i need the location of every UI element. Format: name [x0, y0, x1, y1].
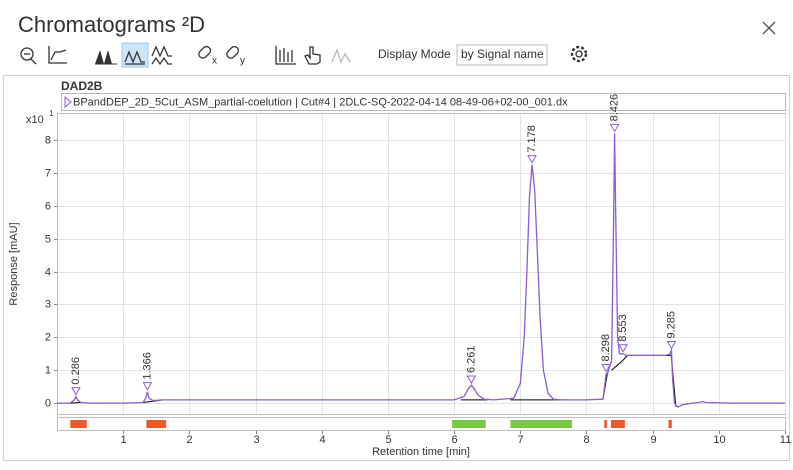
y-multiplier: x10 [26, 114, 44, 126]
svg-text:y: y [240, 56, 245, 67]
panel-title: DAD2B [61, 79, 103, 93]
y-multiplier-exponent: 1 [49, 109, 54, 118]
x-tick-label: 4 [319, 434, 325, 446]
y-tick-label: 3 [45, 298, 51, 310]
fraction-bar [604, 420, 607, 428]
peak-button [331, 48, 351, 64]
settings-button[interactable] [570, 45, 588, 63]
y-tick-label: 0 [45, 397, 51, 409]
y-tick-label: 6 [45, 200, 51, 212]
legend-entry: BPandDEP_2D_5Cut_ASM_partial-coelution |… [73, 96, 568, 108]
pointer-button[interactable] [304, 46, 321, 65]
svg-text:x: x [212, 56, 217, 67]
x-tick-label: 11 [780, 434, 791, 446]
split-button[interactable] [151, 45, 172, 66]
peak-marker [71, 387, 81, 396]
x-axis-label: Retention time [min] [372, 446, 470, 458]
x-tick-label: 2 [186, 434, 192, 446]
overlay-button[interactable] [95, 50, 117, 65]
peak-marker [466, 375, 477, 385]
y-tick-label: 2 [45, 331, 51, 343]
x-tick-label: 8 [583, 434, 589, 446]
peak-marker [609, 123, 620, 133]
fraction-bar [452, 420, 486, 428]
peak-label: 9.285 [665, 311, 677, 339]
plot-frame [57, 113, 786, 415]
peak-marker [666, 341, 677, 350]
fraction-bar [610, 420, 625, 428]
peak-marker [618, 344, 628, 353]
fraction-bar [70, 420, 87, 428]
display-mode-dropdown[interactable] [456, 44, 548, 66]
bars-button[interactable] [275, 46, 296, 65]
fraction-bar [510, 420, 572, 428]
zoom-out-button[interactable] [20, 47, 37, 65]
axis-button[interactable] [48, 46, 67, 64]
peak-marker [527, 155, 537, 164]
peak-marker [601, 364, 612, 373]
legend-symbol [64, 95, 72, 109]
x-tick-label: 6 [451, 434, 457, 446]
peak-label: 8.298 [600, 334, 612, 362]
window-title: Chromatograms ²D [18, 12, 205, 37]
display-mode-label: Display Mode [378, 47, 451, 61]
peak-label: 1.366 [141, 352, 153, 380]
y-tick-label: 1 [45, 364, 51, 376]
plot-area: 0 1 2 3 4 5 6 7 8 1 2 3 4 5 6 7 8 9 10 11 0.286 1.366 6.261 7.1… [45, 94, 791, 446]
peak-marker [142, 382, 153, 391]
link-y-button[interactable]: y [225, 45, 245, 67]
display-mode-value[interactable]: by Signal name [461, 47, 544, 61]
peak-label: 7.178 [526, 125, 538, 153]
x-tick-label: 9 [650, 434, 656, 446]
fraction-bar [668, 420, 672, 428]
stack-button[interactable] [124, 50, 145, 65]
legend-box [61, 93, 786, 111]
integration-baseline [611, 355, 628, 371]
x-tick-label: 1 [120, 434, 126, 446]
peak-label: 8.426 [609, 94, 621, 122]
close-button[interactable] [762, 21, 776, 35]
y-tick-label: 7 [45, 167, 51, 179]
peak-label: 8.553 [617, 314, 629, 342]
x-tick-label: 5 [385, 434, 391, 446]
fraction-bar [146, 420, 167, 428]
y-tick-label: 8 [45, 134, 51, 146]
x-tick-label: 3 [253, 434, 259, 446]
y-tick-label: 5 [45, 233, 51, 245]
peak-label: 0.286 [70, 357, 82, 385]
y-axis-label: Response [mAU] [8, 222, 20, 305]
x-tick-label: 10 [713, 434, 725, 446]
chart-panel [3, 75, 790, 461]
y-tick-label: 4 [45, 266, 51, 278]
fraction-strip [57, 417, 786, 431]
signal-line [57, 133, 785, 408]
x-tick-label: 7 [517, 434, 523, 446]
peak-label: 6.261 [465, 346, 477, 374]
integration-baseline [70, 402, 81, 404]
stack-button-active[interactable] [121, 42, 149, 68]
link-x-button[interactable]: x [197, 45, 217, 67]
